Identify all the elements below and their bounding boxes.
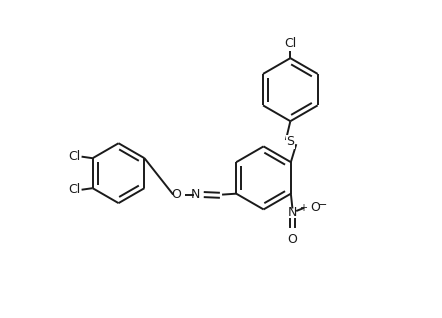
Text: O: O xyxy=(171,188,181,201)
Text: O: O xyxy=(310,201,320,214)
Text: Cl: Cl xyxy=(68,150,80,163)
Text: +: + xyxy=(299,204,307,213)
Text: −: − xyxy=(318,200,327,210)
Text: N: N xyxy=(288,206,297,219)
Text: Cl: Cl xyxy=(68,183,80,196)
Text: S: S xyxy=(286,135,295,148)
Text: O: O xyxy=(287,233,297,246)
Text: Cl: Cl xyxy=(284,38,297,51)
Text: N: N xyxy=(191,188,200,201)
